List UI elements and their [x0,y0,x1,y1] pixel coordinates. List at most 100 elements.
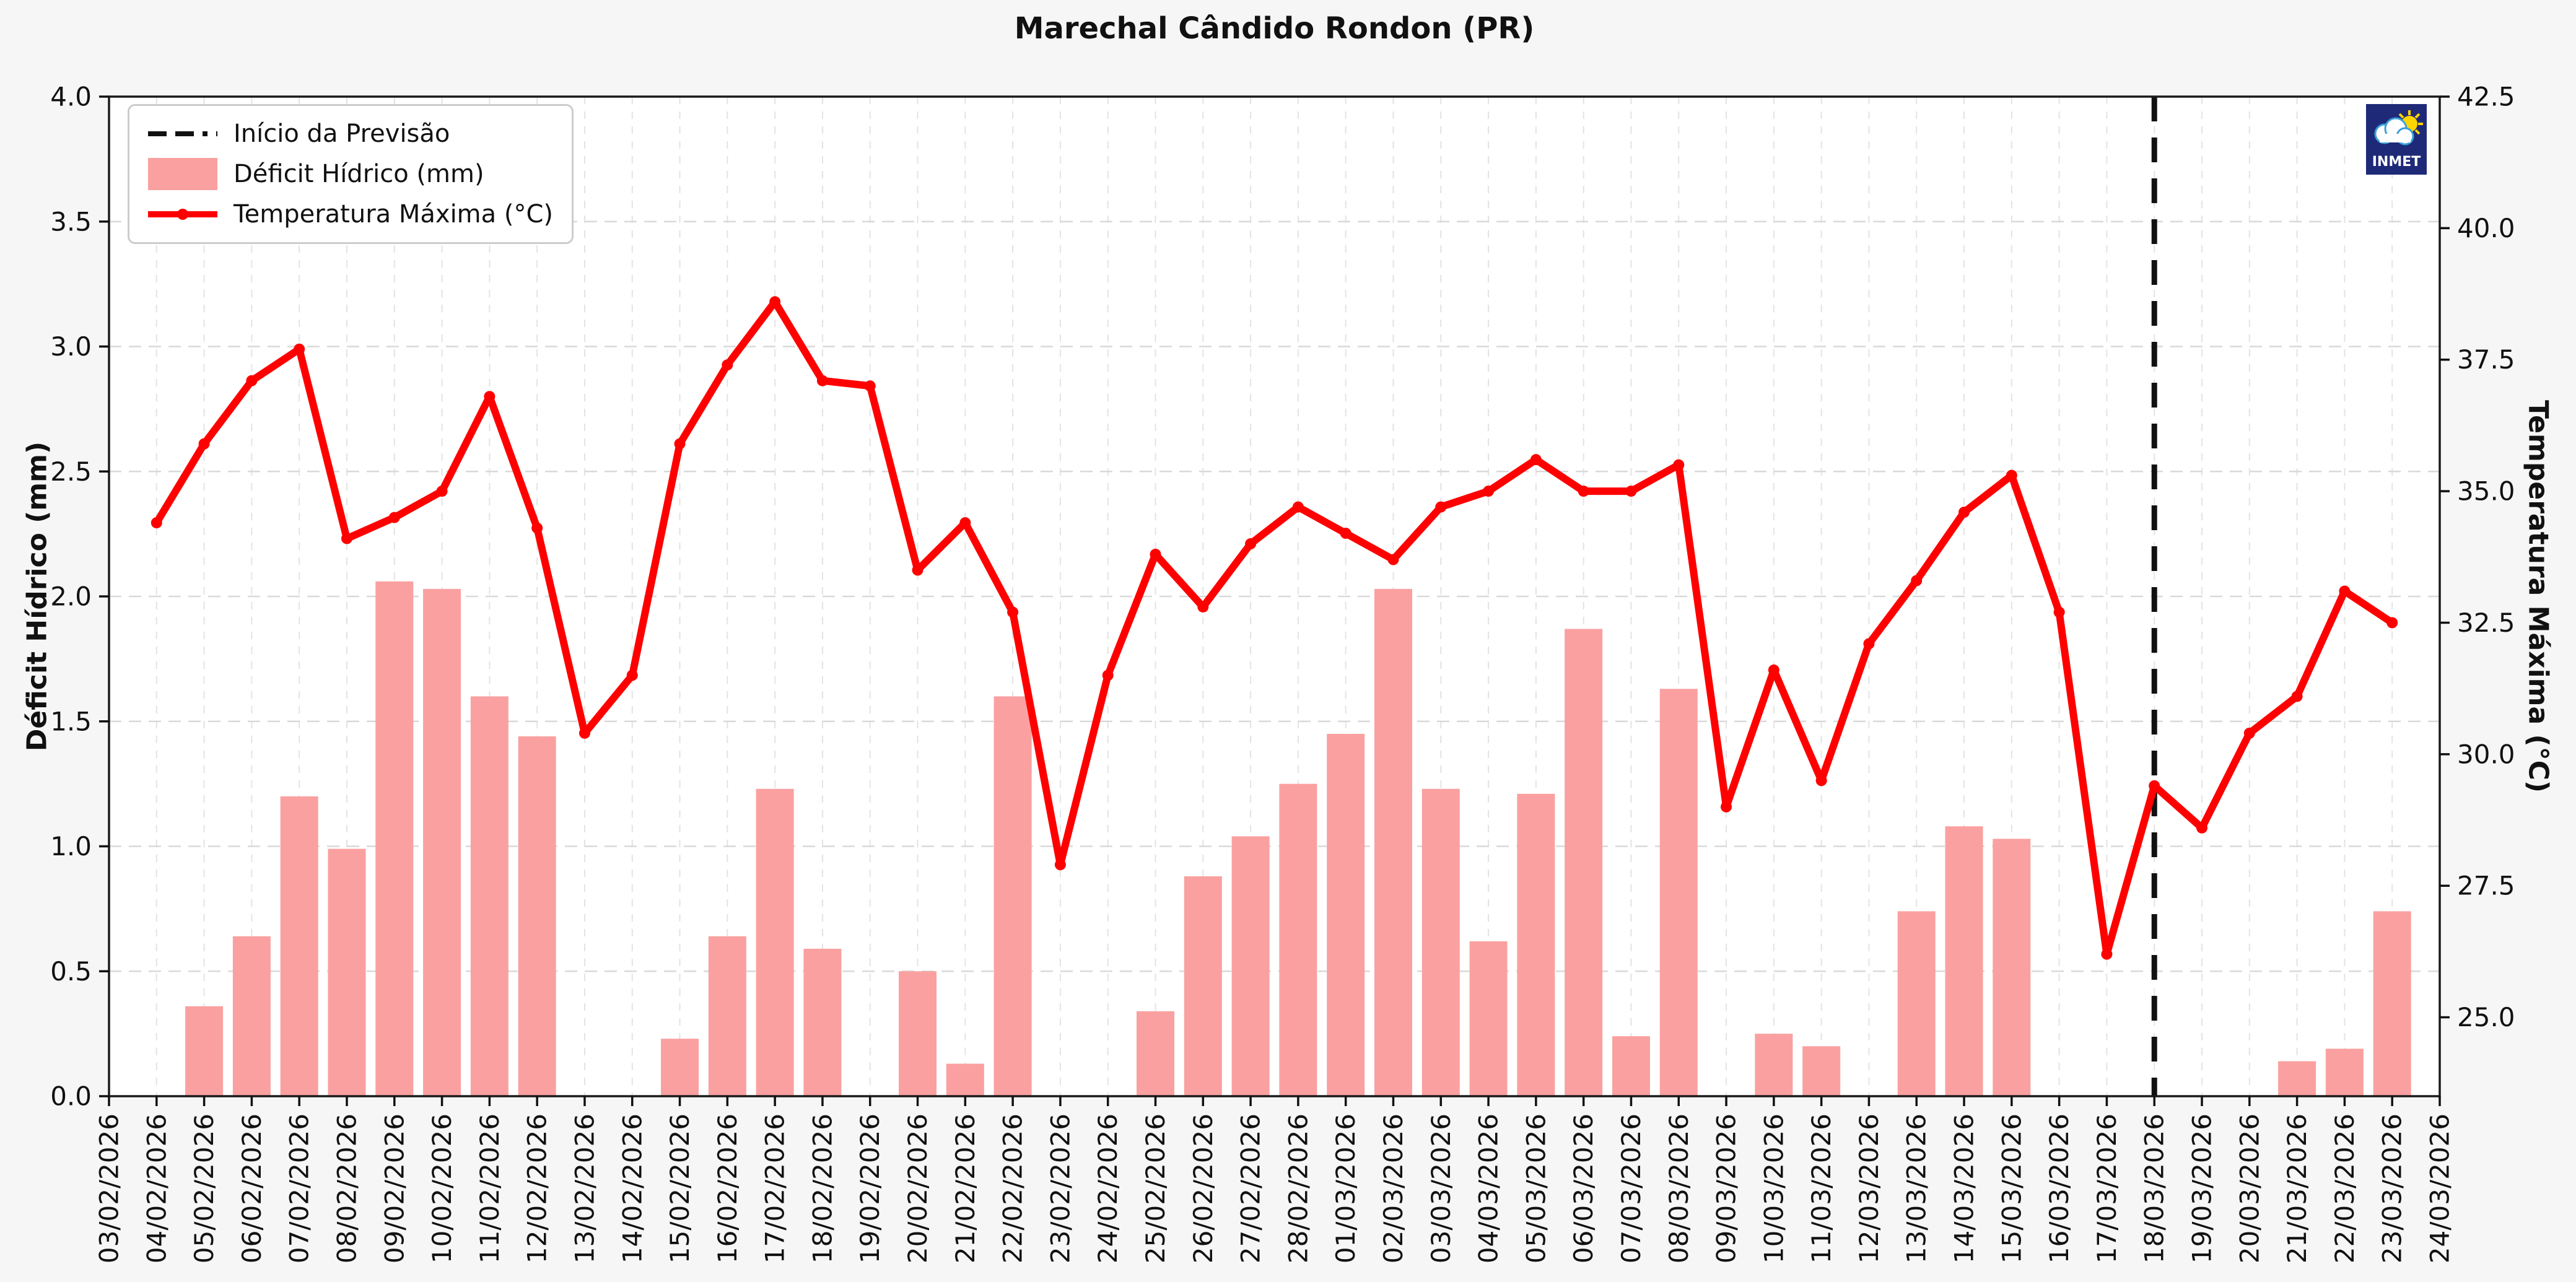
deficit-bar [2373,911,2411,1096]
x-tick-label: 24/03/2026 [2425,1114,2455,1263]
deficit-bar [328,848,366,1096]
x-tick-label: 10/02/2026 [427,1114,457,1263]
x-tick-label: 22/03/2026 [2329,1114,2360,1263]
dashed-line-icon [148,131,217,136]
x-tick-label: 01/03/2026 [1330,1114,1361,1263]
x-tick-label: 15/03/2026 [1996,1114,2027,1263]
temp-point [1150,549,1161,560]
deficit-bar [1897,911,1936,1096]
legend-item-forecast-start: Início da Previsão [148,120,553,148]
temp-point [1387,554,1399,565]
temp-point [2101,948,2113,960]
y-right-tick-label: 27.5 [2457,871,2515,901]
temp-point [2196,822,2208,834]
temp-point [959,517,971,529]
y-left-tick-label: 2.0 [50,582,92,612]
deficit-bar [2278,1061,2316,1096]
inmet-logo: INMET [2366,104,2427,175]
temp-point [151,517,162,529]
temp-point [722,359,733,371]
temperature-line [152,298,2396,958]
deficit-bar [1517,793,1555,1096]
deficit-bar [803,948,842,1096]
cloud-icon [2374,117,2414,146]
x-tick-label: 23/02/2026 [1045,1114,1075,1263]
y-right-tick-label: 37.5 [2457,344,2515,375]
y-right-tick-label: 25.0 [2457,1002,2515,1032]
x-tick-label: 12/03/2026 [1854,1114,1884,1263]
x-tick-label: 06/02/2026 [237,1114,267,1263]
temp-point [1958,507,1970,518]
x-tick-label: 20/02/2026 [902,1114,933,1263]
deficit-bar [1184,876,1222,1096]
x-tick-label: 18/02/2026 [807,1114,837,1263]
temp-point [816,375,828,386]
x-tick-label: 21/03/2026 [2282,1114,2312,1263]
deficit-bar [1421,788,1460,1096]
temp-point [1292,501,1304,513]
x-tick-label: 17/02/2026 [760,1114,790,1263]
temp-point [531,522,543,534]
temp-point [294,343,305,355]
temp-point [2386,617,2398,629]
deficit-bar [1612,1036,1650,1096]
temp-point [2053,606,2065,618]
deficit-bar [1565,629,1603,1096]
deficit-bar [1279,783,1317,1096]
temp-point [1721,801,1732,813]
x-tick-label: 12/02/2026 [522,1114,552,1263]
temp-point [1007,606,1019,618]
legend-label: Temperatura Máxima (°C) [234,200,554,229]
deficit-bar [1993,839,2031,1096]
x-tick-label: 16/03/2026 [2044,1114,2074,1263]
x-tick-label: 11/02/2026 [474,1114,505,1263]
temp-point [1815,775,1827,787]
x-tick-label: 16/02/2026 [712,1114,743,1263]
x-tick-label: 07/03/2026 [1616,1114,1646,1263]
legend-item-deficit: Déficit Hídrico (mm) [148,158,553,190]
y-right-tick-label: 42.5 [2457,82,2515,112]
deficit-bar [232,936,271,1096]
temp-point [484,391,496,403]
deficit-bar [899,971,937,1096]
y-left-tick-label: 3.0 [50,331,92,362]
x-tick-label: 09/03/2026 [1711,1114,1742,1263]
bar-swatch-icon [148,158,217,190]
y-left-tick-label: 4.0 [50,82,92,112]
temp-point [2006,469,2017,481]
deficit-bar [1374,588,1412,1096]
x-tick-label: 25/02/2026 [1140,1114,1171,1263]
inmet-logo-text: INMET [2372,154,2421,170]
y-left-tick-label: 3.5 [50,206,92,237]
x-tick-label: 13/03/2026 [1901,1114,1932,1263]
x-tick-label: 24/02/2026 [1093,1114,1123,1263]
temp-point [2149,780,2160,791]
deficit-bar [1469,941,1508,1096]
x-tick-label: 05/03/2026 [1521,1114,1551,1263]
x-tick-label: 04/02/2026 [141,1114,172,1263]
x-tick-label: 14/03/2026 [1949,1114,1980,1263]
temp-point [674,438,686,450]
temp-point [2243,727,2255,739]
x-tick-label: 26/02/2026 [1188,1114,1218,1263]
x-tick-label: 11/03/2026 [1806,1114,1836,1263]
x-tick-label: 14/02/2026 [617,1114,647,1263]
temp-point [1483,486,1495,497]
deficit-bar [375,581,414,1096]
deficit-bar [946,1063,984,1096]
deficit-bar [518,736,556,1096]
temp-point [912,564,923,576]
x-tick-label: 10/03/2026 [1758,1114,1789,1263]
x-tick-label: 02/03/2026 [1378,1114,1408,1263]
deficit-bar [1755,1034,1793,1096]
x-tick-label: 15/02/2026 [665,1114,695,1263]
temp-point [198,438,210,450]
deficit-bar [1659,689,1698,1096]
temp-point [388,512,400,523]
deficit-bar [2325,1049,2364,1096]
temp-point [1102,669,1114,681]
x-tick-label: 17/03/2026 [2092,1114,2122,1263]
deficit-bar [1137,1011,1175,1096]
legend-label: Início da Previsão [234,120,450,148]
